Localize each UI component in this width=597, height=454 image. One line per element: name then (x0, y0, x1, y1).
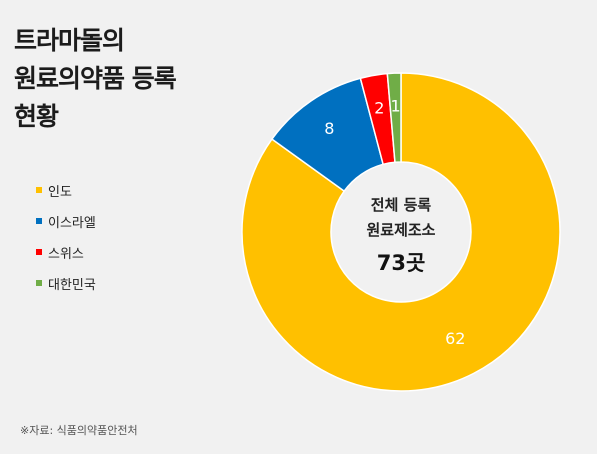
legend: 인도 이스라엘 스위스 대한민국 (36, 181, 96, 305)
data-label-israel: 8 (324, 119, 334, 138)
chart-title-line-1: 트라마돌의 (14, 26, 125, 55)
legend-swatch-israel (36, 218, 42, 224)
legend-item-india: 인도 (36, 181, 96, 200)
data-label-switzerland: 2 (374, 98, 384, 117)
legend-swatch-korea (36, 280, 42, 286)
center-label-line-2: 원료제조소 (366, 221, 435, 239)
source-note: ※자료: 식품의약품안전처 (20, 424, 138, 437)
data-label-korea: 1 (390, 97, 400, 116)
legend-label-india: 인도 (48, 184, 72, 200)
slice-korea (386, 72, 402, 164)
legend-swatch-india (36, 187, 42, 193)
legend-label-switzerland: 스위스 (48, 246, 84, 262)
center-label: 전체 등록 원료제조소 73곳 (366, 196, 435, 275)
center-label-line-3: 73곳 (377, 251, 426, 275)
center-label-line-1: 전체 등록 (371, 196, 432, 214)
chart-title-line-2: 원료의약품 등록 (14, 64, 177, 93)
legend-item-israel: 이스라엘 (36, 212, 96, 231)
donut-data-labels: 62 8 2 1 (324, 97, 465, 348)
slice-india (241, 72, 561, 392)
legend-swatch-switzerland (36, 249, 42, 255)
legend-label-israel: 이스라엘 (48, 215, 96, 231)
chart-title-line-3: 현황 (14, 102, 59, 131)
chart-title: 트라마돌의 원료의약품 등록 현황 (14, 22, 177, 136)
legend-item-korea: 대한민국 (36, 274, 96, 293)
legend-label-korea: 대한민국 (48, 277, 96, 293)
donut-slices (241, 72, 561, 392)
legend-item-switzerland: 스위스 (36, 243, 96, 262)
data-label-india: 62 (445, 329, 465, 348)
